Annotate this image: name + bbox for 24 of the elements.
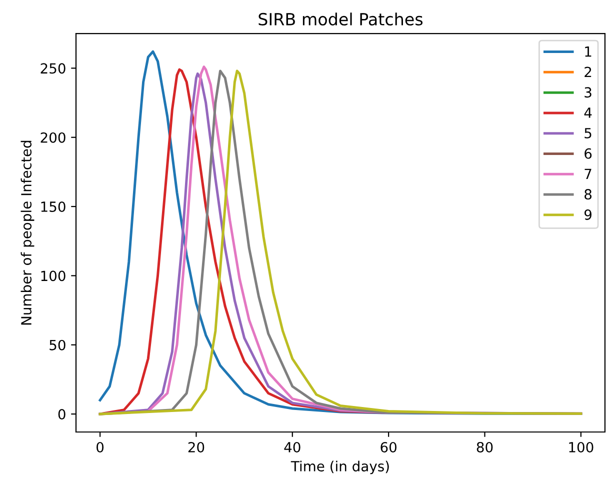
x-axis-title: Time (in days) (290, 460, 389, 474)
chart-title: SIRB model Patches (258, 12, 423, 26)
y-tick-label: 50 (50, 340, 66, 350)
y-tick-label: 250 (40, 63, 66, 74)
legend-label: 7 (584, 168, 592, 179)
x-tick-label: 80 (476, 442, 493, 452)
y-tick-label: 150 (41, 201, 66, 212)
x-tick-label: 40 (284, 442, 300, 452)
legend-label: 4 (584, 108, 592, 118)
legend-label: 1 (585, 46, 592, 57)
legend-label: 9 (584, 209, 592, 220)
x-tick-label: 60 (380, 442, 396, 452)
legend-label: 6 (584, 148, 592, 159)
x-tick-label: 0 (96, 442, 104, 452)
legend-label: 8 (584, 189, 592, 200)
y-tick-label: 100 (41, 270, 66, 282)
legend-label: 5 (584, 128, 592, 138)
y-tick-label: 0 (58, 408, 66, 420)
y-axis-title: Number of people Infected (20, 140, 34, 325)
x-tick-label: 100 (569, 442, 594, 452)
y-tick-label: 200 (40, 132, 66, 143)
legend-label: 3 (584, 87, 592, 98)
legend-label: 2 (584, 66, 592, 78)
x-tick-label: 20 (188, 442, 204, 452)
